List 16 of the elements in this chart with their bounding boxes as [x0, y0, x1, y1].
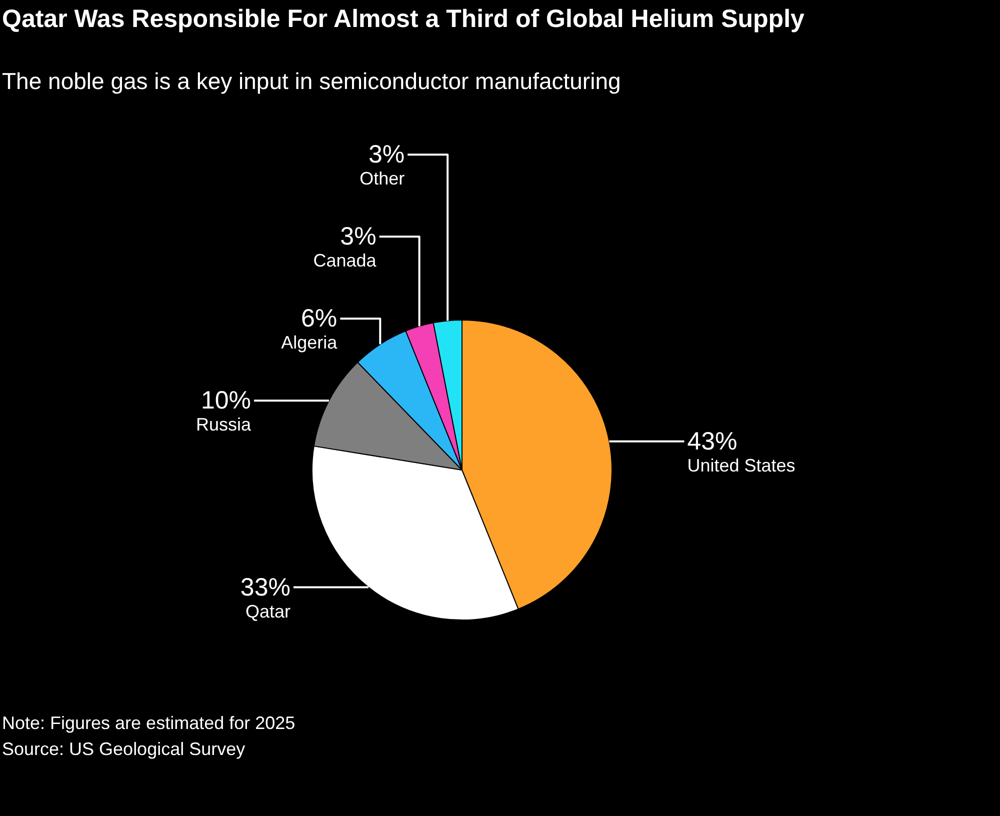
slice-label: Russia — [196, 414, 252, 435]
chart-subtitle: The noble gas is a key input in semiconductor manufacturing — [2, 68, 621, 95]
slice-label: Qatar — [245, 601, 290, 622]
slice-label: Other — [360, 168, 405, 189]
data-label: 33% — [240, 573, 290, 602]
slice-label: Canada — [313, 250, 378, 271]
data-label: 3% — [340, 222, 376, 251]
data-label: 6% — [301, 304, 338, 333]
data-label: 10% — [200, 386, 252, 415]
source-note: Source: US Geological Survey — [2, 738, 246, 761]
chart-title: Qatar Was Responsible For Almost a Third of Global Helium Supply — [2, 4, 806, 34]
data-label: 43% — [687, 427, 738, 456]
data-label: 3% — [368, 140, 405, 169]
text: Note: Figures are estimated for 2025 — [2, 712, 296, 735]
slice-label: Algeria — [281, 332, 338, 353]
slice-label: United States — [687, 455, 796, 476]
